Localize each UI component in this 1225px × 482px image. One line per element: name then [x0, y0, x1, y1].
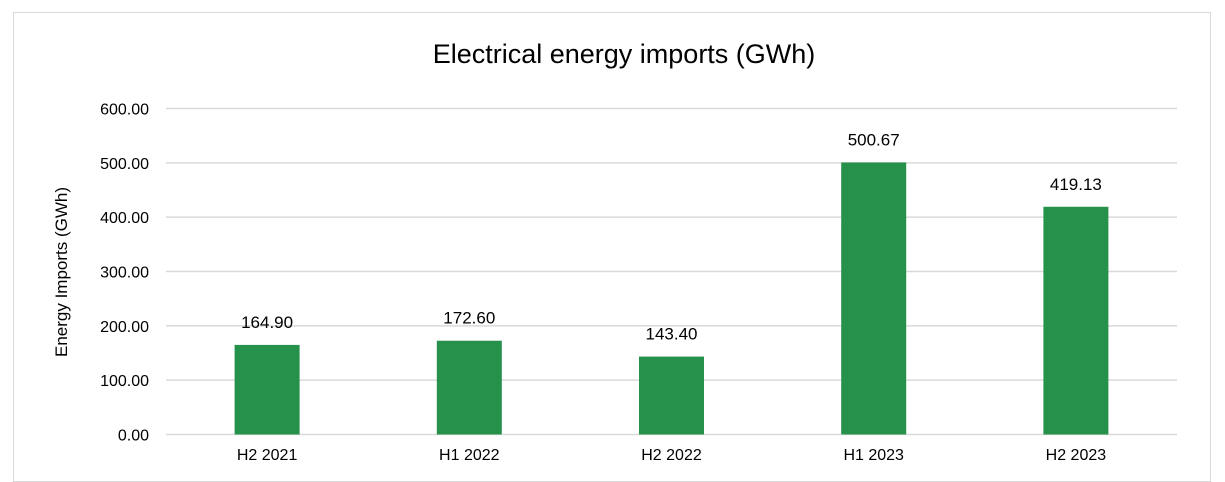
y-tick-label: 0.00: [118, 428, 149, 445]
x-axis-categories: H2 2021 H1 2022 H2 2022 H1 2023 H2 2023: [237, 447, 1106, 464]
x-category-label: H1 2022: [439, 447, 500, 464]
y-tick-label: 600.00: [100, 102, 149, 119]
bar: [234, 344, 300, 435]
data-label: 164.90: [241, 313, 293, 332]
chart-title: Electrical energy imports (GWh): [433, 39, 816, 69]
x-category-label: H2 2021: [237, 447, 298, 464]
data-label: 172.60: [443, 309, 495, 328]
y-tick-label: 500.00: [100, 156, 149, 173]
bar: [841, 162, 907, 435]
x-category-label: H2 2022: [641, 447, 702, 464]
gridlines: [166, 107, 1177, 436]
bar: [436, 340, 502, 435]
y-tick-label: 400.00: [100, 210, 149, 227]
chart-container: [13, 12, 1211, 482]
x-category-label: H1 2023: [843, 447, 904, 464]
bar: [1043, 206, 1109, 435]
y-tick-label: 300.00: [100, 265, 149, 282]
y-tick-label: 100.00: [100, 373, 149, 390]
y-axis-title: Energy Imports (GWh): [52, 187, 71, 357]
y-tick-label: 200.00: [100, 319, 149, 336]
y-axis-ticks: 0.00 100.00 200.00 300.00 400.00 500.00 600.00: [100, 102, 149, 445]
x-category-label: H2 2023: [1046, 447, 1107, 464]
bar: [639, 356, 704, 435]
bars: [234, 162, 1109, 435]
data-label: 419.13: [1050, 175, 1102, 194]
data-label: 500.67: [848, 130, 900, 149]
data-label: 143.40: [646, 325, 698, 344]
data-labels: 164.90 172.60 143.40 500.67 419.13: [241, 130, 1102, 343]
